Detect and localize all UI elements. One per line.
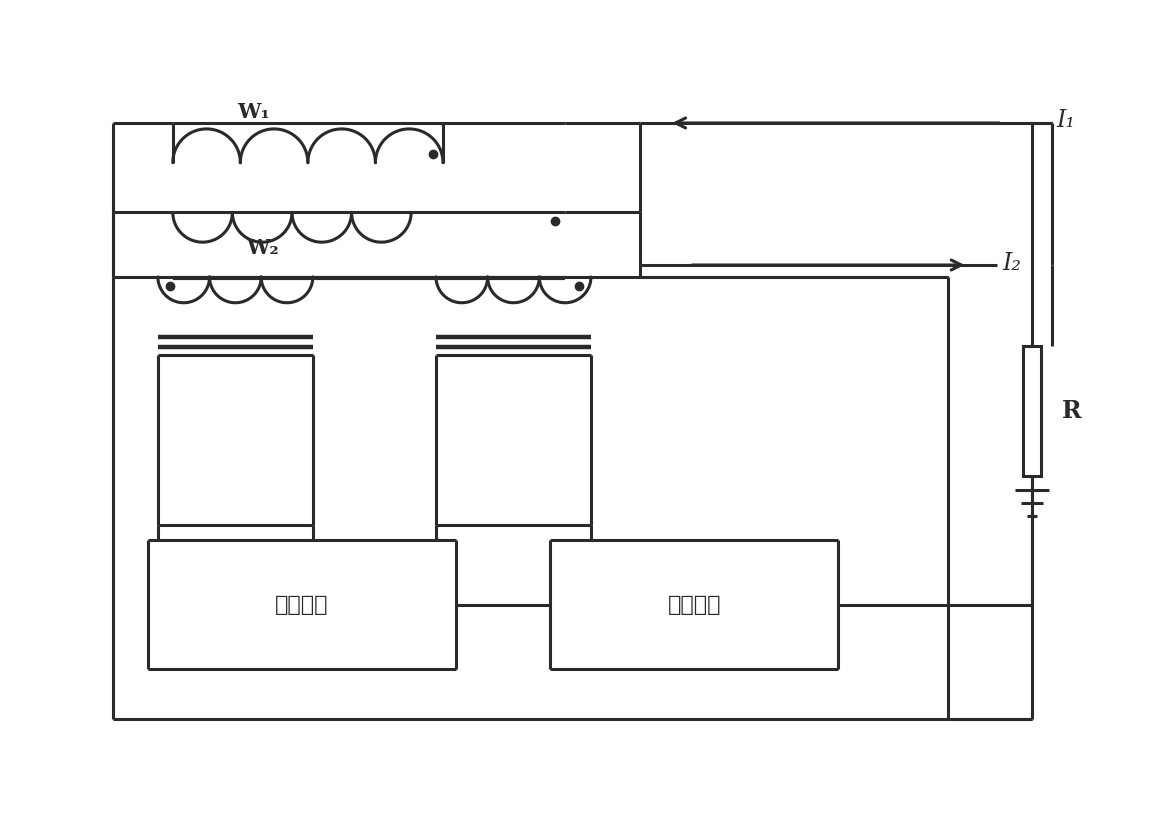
Text: 放大驱动: 放大驱动 [668,595,721,615]
Text: W₁: W₁ [238,102,270,122]
Text: W₂: W₂ [246,238,278,258]
Text: R: R [1061,399,1081,423]
Text: I₂: I₂ [1003,251,1021,274]
Text: 调制解调: 调制解调 [275,595,329,615]
Text: I₁: I₁ [1057,110,1075,132]
Bar [1023,346,1041,476]
